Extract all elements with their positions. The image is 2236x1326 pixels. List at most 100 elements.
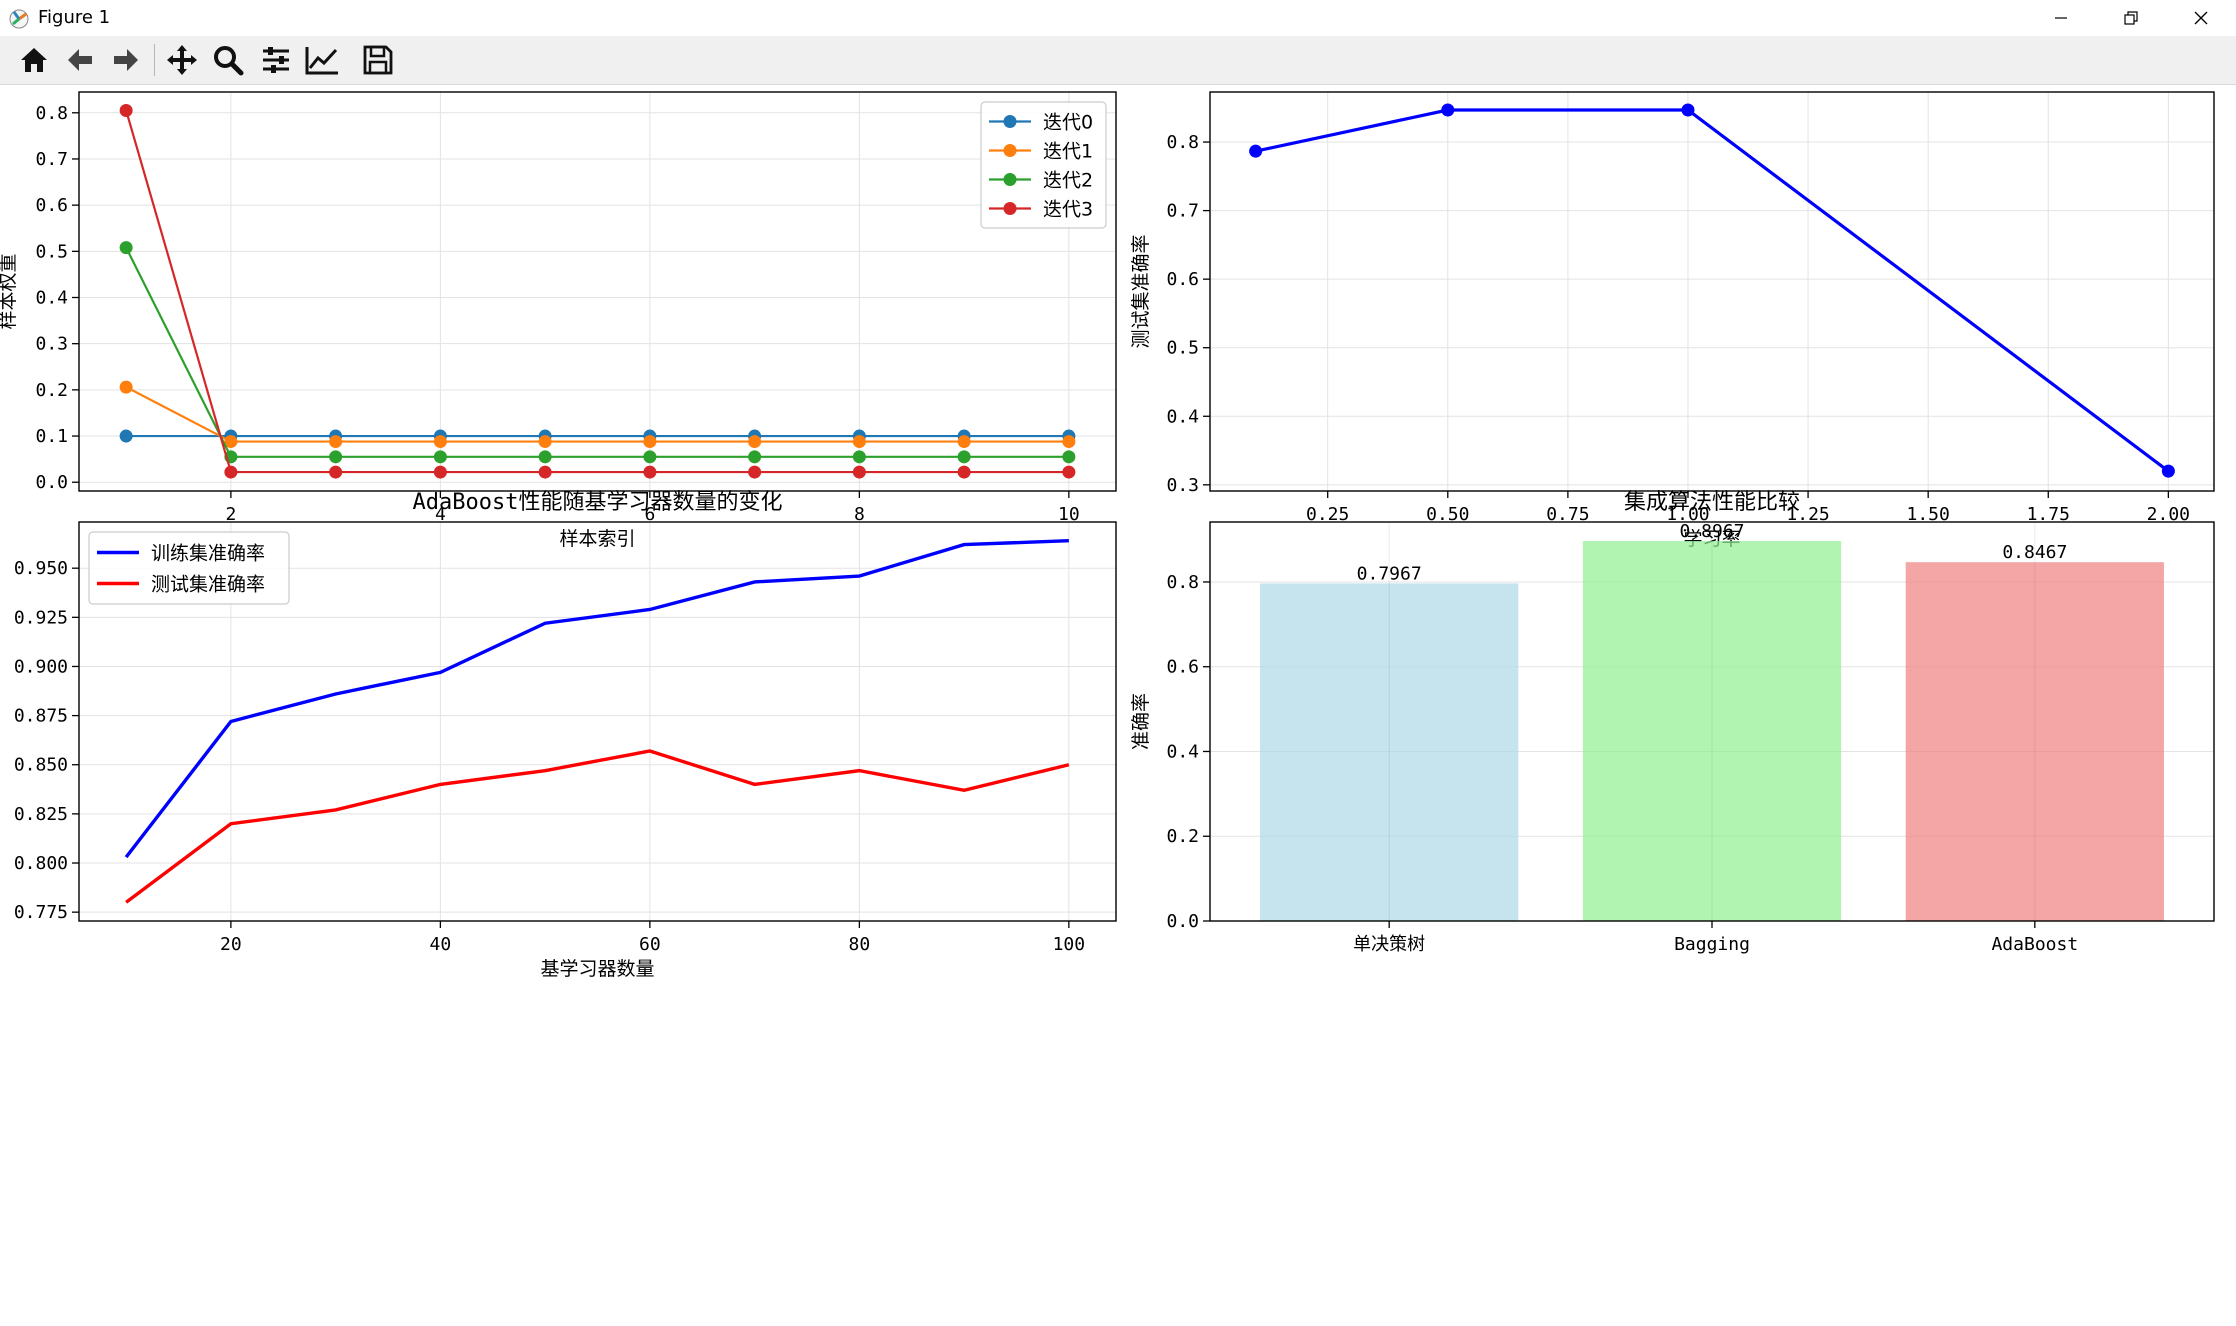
x-tick-label: 80 (849, 934, 871, 955)
axes-frame (78, 91, 1117, 492)
x-tick-label: 100 (1053, 934, 1086, 955)
forward-button[interactable] (106, 40, 146, 80)
close-icon (2194, 11, 2208, 25)
data-point (643, 435, 657, 449)
learning-rate-subplot: 0.3 0.4 0.5 0.6 0.7 0.8 0.25 0.50 0.75 1.00 1.25 1.… (1130, 91, 2215, 550)
y-tick-label: 0.8 (1166, 132, 1199, 153)
subplot-title: 集成算法性能比较 (1624, 490, 1800, 515)
bar (1905, 562, 2164, 921)
forward-icon (114, 49, 138, 71)
configure-subplots-button[interactable] (256, 40, 296, 80)
data-point (433, 435, 447, 449)
restore-icon (2124, 11, 2138, 25)
toolbar-separator (154, 44, 155, 76)
y-tick-label: 0.775 (14, 902, 68, 923)
data-point (643, 465, 657, 479)
save-button[interactable] (358, 40, 398, 80)
y-tick-label: 0.950 (14, 558, 68, 579)
x-tick-label: 10 (1058, 504, 1080, 525)
data-point (852, 435, 866, 449)
restore-button[interactable] (2096, 0, 2166, 36)
weights-subplot: 0.0 0.1 0.2 0.3 0.4 0.5 0.6 0.7 0.8 2 4 6 8 10 AdaBoos… (0, 91, 1117, 550)
y-tick-label: 0.7 (1166, 201, 1199, 222)
x-tick-label: 1.00 (1666, 504, 1709, 525)
pan-button[interactable] (162, 40, 202, 80)
legend-label: 迭代2 (1043, 170, 1093, 192)
minimize-button[interactable] (2026, 0, 2096, 36)
matplotlib-app-icon (9, 9, 29, 29)
x-tick-label: 8 (854, 504, 865, 525)
x-tick-label: AdaBoost (1991, 934, 2078, 955)
data-point (748, 435, 762, 449)
window-titlebar: Figure 1 (0, 0, 2236, 36)
back-button[interactable] (60, 40, 100, 80)
y-tick-label: 0.2 (35, 380, 68, 401)
y-tick-label: 0.6 (35, 195, 68, 216)
x-tick-label: 0.75 (1546, 504, 1589, 525)
y-axis-label: 测试集准确率 (1130, 234, 1152, 348)
legend-frame (980, 101, 1107, 229)
y-axis-label: 准确率 (1130, 693, 1152, 750)
bar-value-label: 0.8967 (1679, 521, 1744, 542)
y-tick-label: 0.4 (1166, 741, 1199, 762)
x-axis-label: 基学习器数量 (540, 958, 654, 980)
data-point (1062, 450, 1076, 464)
axes-frame (1209, 521, 2215, 922)
y-tick-label: 0.1 (35, 426, 68, 447)
data-point (1441, 103, 1455, 117)
series-line (125, 247, 1069, 458)
data-point (119, 429, 133, 443)
y-tick-label: 0.850 (14, 755, 68, 776)
data-point (957, 435, 971, 449)
legend: 迭代0 迭代1 迭代2 迭代3 (980, 101, 1107, 229)
x-tick-label: 0.50 (1426, 504, 1469, 525)
y-tick-label: 0.4 (1166, 406, 1199, 427)
zoom-icon (214, 46, 244, 76)
series-line (125, 749, 1070, 904)
x-tick-label: 单决策树 (1353, 934, 1425, 955)
y-tick-label: 0.2 (1166, 826, 1199, 847)
data-point (957, 465, 971, 479)
home-icon (21, 48, 47, 72)
data-point (1062, 465, 1076, 479)
x-tick-label: 20 (220, 934, 242, 955)
y-axis-label: 样本权重 (0, 253, 19, 329)
y-tick-label: 0.8 (1166, 572, 1199, 593)
y-tick-label: 0.825 (14, 804, 68, 825)
data-point (329, 435, 343, 449)
data-point (329, 465, 343, 479)
close-button[interactable] (2166, 0, 2236, 36)
data-point (852, 450, 866, 464)
x-tick-label: 1.75 (2027, 504, 2070, 525)
bar (1260, 583, 1519, 921)
axes-frame (1209, 91, 2215, 492)
x-tick-label: 0.25 (1306, 504, 1349, 525)
data-point (433, 465, 447, 479)
data-point (2161, 464, 2175, 478)
legend-label: 迭代1 (1043, 141, 1093, 163)
data-point (643, 450, 657, 464)
window-title: Figure 1 (38, 7, 111, 28)
y-tick-label: 0.7 (35, 149, 68, 170)
save-icon (363, 45, 393, 75)
series-line (125, 110, 1069, 474)
edit-axis-button[interactable] (302, 40, 342, 80)
data-point (1249, 144, 1263, 158)
axes-frame (78, 521, 1117, 922)
x-tick-label: 40 (430, 934, 452, 955)
data-point (224, 465, 238, 479)
bar-value-label: 0.7967 (1357, 563, 1422, 584)
home-button[interactable] (14, 40, 54, 80)
x-axis-label: 样本索引 (559, 528, 635, 550)
zoom-button[interactable] (208, 40, 248, 80)
y-tick-label: 0.8 (35, 103, 68, 124)
y-tick-label: 0.0 (35, 472, 68, 493)
data-point (329, 450, 343, 464)
x-tick-label: 1.50 (1906, 504, 1949, 525)
configure-subplots-icon (263, 47, 289, 73)
y-tick-label: 0.900 (14, 656, 68, 677)
estimators-subplot: 0.775 0.800 0.825 0.850 0.875 0.900 0.925 0.950… (0, 490, 1117, 980)
y-tick-label: 0.5 (1166, 338, 1199, 359)
